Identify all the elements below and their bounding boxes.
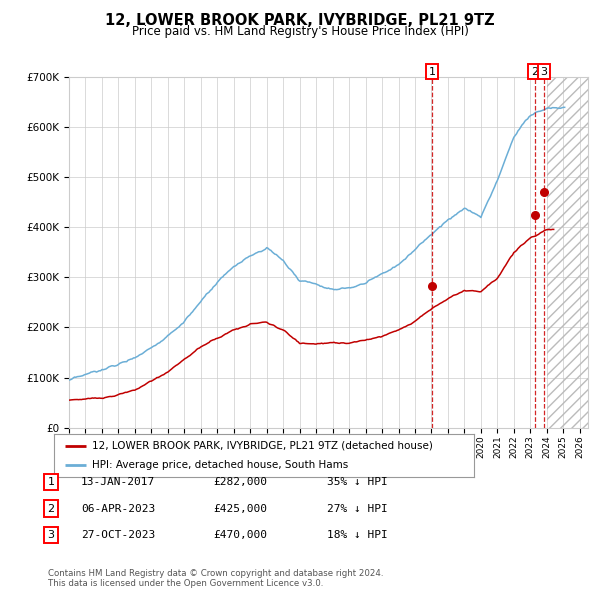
Text: 13-JAN-2017: 13-JAN-2017 [81,477,155,487]
Text: 3: 3 [47,530,55,540]
Text: 1: 1 [47,477,55,487]
Text: 27-OCT-2023: 27-OCT-2023 [81,530,155,540]
Text: 12, LOWER BROOK PARK, IVYBRIDGE, PL21 9TZ (detached house): 12, LOWER BROOK PARK, IVYBRIDGE, PL21 9T… [92,441,433,451]
Text: Contains HM Land Registry data © Crown copyright and database right 2024.
This d: Contains HM Land Registry data © Crown c… [48,569,383,588]
Text: Price paid vs. HM Land Registry's House Price Index (HPI): Price paid vs. HM Land Registry's House … [131,25,469,38]
Text: 06-APR-2023: 06-APR-2023 [81,504,155,513]
Text: 18% ↓ HPI: 18% ↓ HPI [327,530,388,540]
Text: 3: 3 [541,67,547,77]
Bar [547,77,588,428]
Text: 1: 1 [428,67,436,77]
Text: £425,000: £425,000 [213,504,267,513]
Text: £282,000: £282,000 [213,477,267,487]
Text: 2: 2 [531,67,538,77]
Text: 2: 2 [47,504,55,513]
Text: 35% ↓ HPI: 35% ↓ HPI [327,477,388,487]
Text: 27% ↓ HPI: 27% ↓ HPI [327,504,388,513]
Text: 12, LOWER BROOK PARK, IVYBRIDGE, PL21 9TZ: 12, LOWER BROOK PARK, IVYBRIDGE, PL21 9T… [105,13,495,28]
Text: HPI: Average price, detached house, South Hams: HPI: Average price, detached house, Sout… [92,460,348,470]
Text: £470,000: £470,000 [213,530,267,540]
